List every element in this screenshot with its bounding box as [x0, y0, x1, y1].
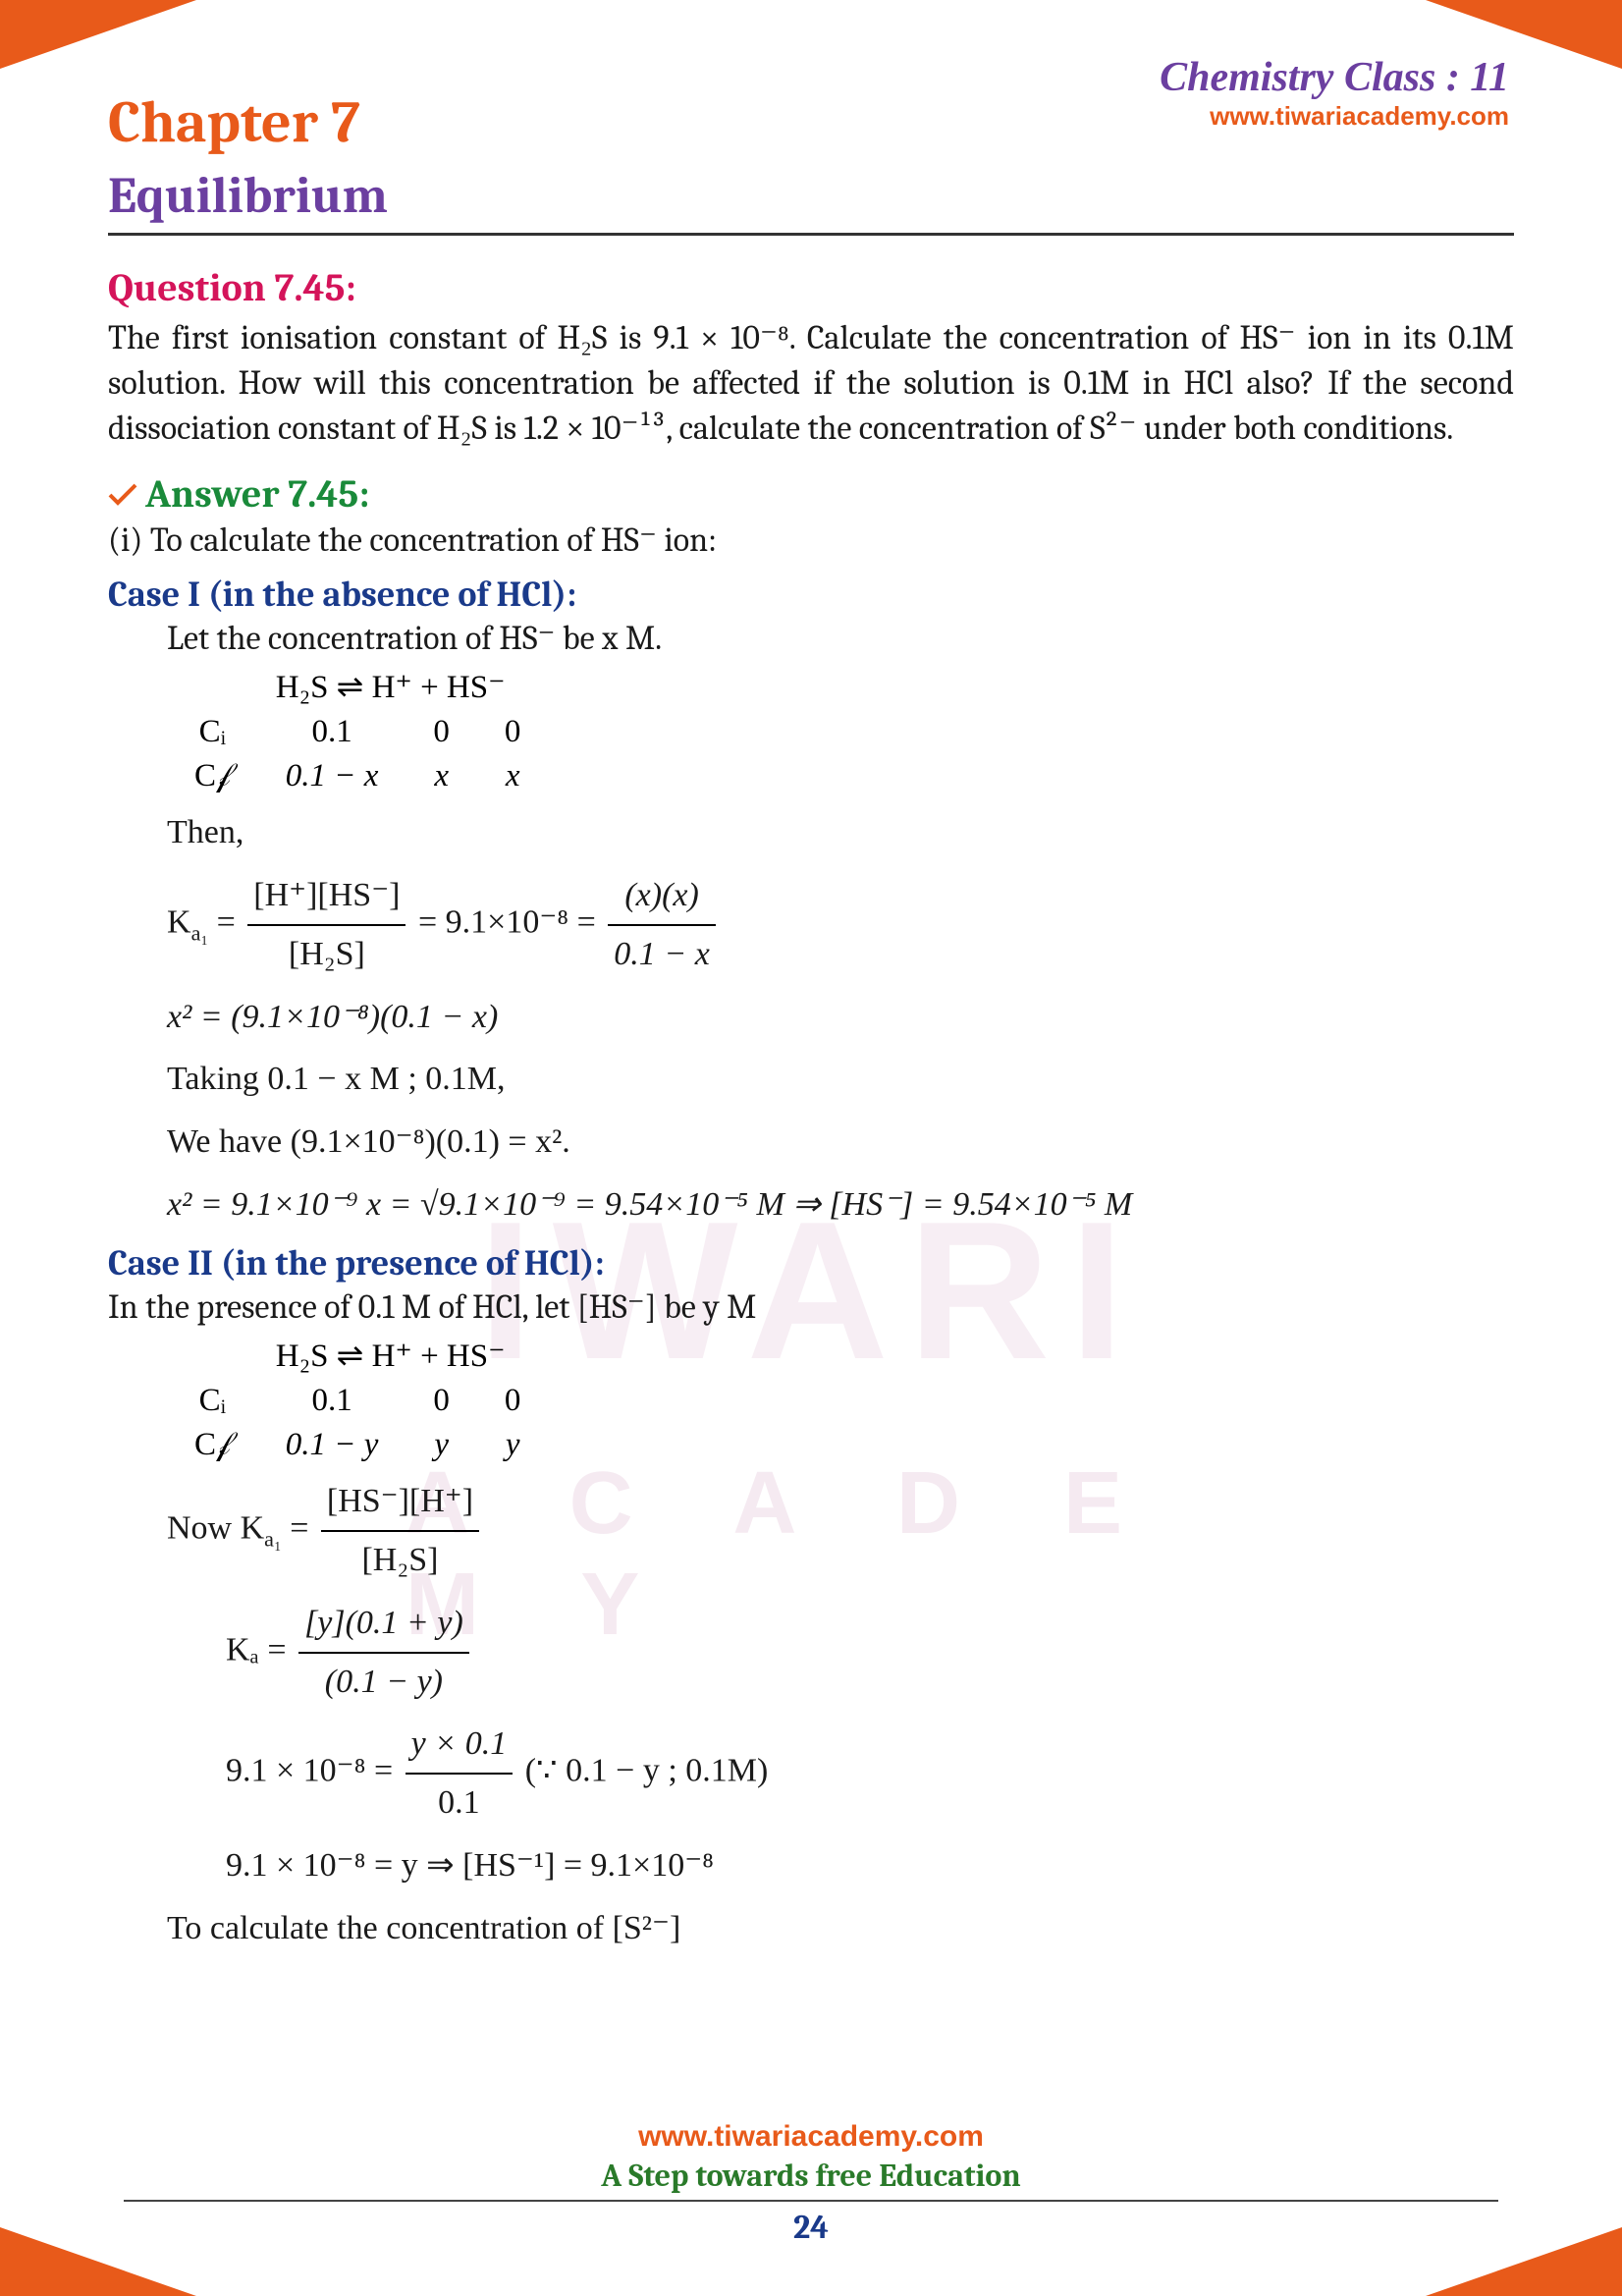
ice-table-2: H₂S ⇌ H⁺ + HS⁻ Cᵢ 0.1 0 0 C𝒻 0.1 − y y y	[167, 1332, 548, 1467]
answer-part-i: (i) To calculate the concentration of HS…	[108, 517, 1514, 565]
reaction-2: H₂S ⇌ H⁺ + HS⁻	[258, 1332, 549, 1379]
table-row: Cᵢ 0.1 0 0	[167, 1379, 548, 1423]
question-label: Question 7.45:	[108, 265, 1514, 310]
header-right: Chemistry Class : 11 www.tiwariacademy.c…	[1160, 54, 1509, 132]
answer-label-text: Answer 7.45:	[145, 471, 369, 517]
ka1-equation: Ka₁ = [H⁺][HS⁻][H₂S] = 9.1×10⁻⁸ = (x)(x)…	[167, 867, 1514, 983]
table-row: C𝒻 0.1 − y y y	[167, 1423, 548, 1467]
case1-line2: x² = (9.1×10⁻⁸)(0.1 − x)	[167, 989, 1514, 1046]
case2-line3: 9.1 × 10⁻⁸ = y × 0.10.1 (∵ 0.1 − y ; 0.1…	[226, 1716, 1514, 1831]
case1-line5: x² = 9.1×10⁻⁹ x = √9.1×10⁻⁹ = 9.54×10⁻⁵ …	[167, 1176, 1514, 1233]
case1-line4: We have (9.1×10⁻⁸)(0.1) = x².	[167, 1114, 1514, 1171]
case1-intro: Let the concentration of HS⁻ be x M.	[167, 615, 1514, 663]
case1-label: Case I (in the absence of HCl):	[108, 574, 1514, 615]
logo-icon	[108, 471, 137, 495]
ka-y-equation: Kₐ = [y](0.1 + y)(0.1 − y)	[226, 1595, 1514, 1711]
ice-table-1: H₂S ⇌ H⁺ + HS⁻ Cᵢ 0.1 0 0 C𝒻 0.1 − x x x	[167, 663, 548, 798]
answer-label: Answer 7.45:	[108, 471, 1514, 517]
footer-tagline: A Step towards free Education	[0, 2158, 1622, 2194]
table-row: Cᵢ 0.1 0 0	[167, 710, 548, 754]
case2-intro: In the presence of 0.1 M of HCl, let [HS…	[108, 1284, 1514, 1332]
footer-url: www.tiwariacademy.com	[0, 2120, 1622, 2154]
corner-decoration-tl	[0, 0, 196, 69]
class-label: Chemistry Class : 11	[1160, 54, 1509, 101]
case2-label: Case II (in the presence of HCl):	[108, 1243, 1514, 1284]
now-ka-equation: Now Ka₁ = [HS⁻][H⁺][H₂S]	[167, 1473, 1514, 1589]
reaction-1: H₂S ⇌ H⁺ + HS⁻	[258, 663, 549, 710]
question-text: The first ionisation constant of H₂S is …	[108, 316, 1514, 452]
case2-line4: 9.1 × 10⁻⁸ = y ⇒ [HS⁻¹] = 9.1×10⁻⁸	[226, 1837, 1514, 1894]
chapter-title: Equilibrium	[108, 166, 1514, 236]
case1-line3: Taking 0.1 − x M ; 0.1M,	[167, 1051, 1514, 1108]
then-text: Then,	[167, 804, 1514, 861]
site-url-top: www.tiwariacademy.com	[1160, 101, 1509, 132]
page-footer: www.tiwariacademy.com A Step towards fre…	[0, 2120, 1622, 2247]
page-number: 24	[124, 2200, 1498, 2247]
case2-line5: To calculate the concentration of [S²⁻]	[167, 1900, 1514, 1957]
table-row: C𝒻 0.1 − x x x	[167, 754, 548, 798]
